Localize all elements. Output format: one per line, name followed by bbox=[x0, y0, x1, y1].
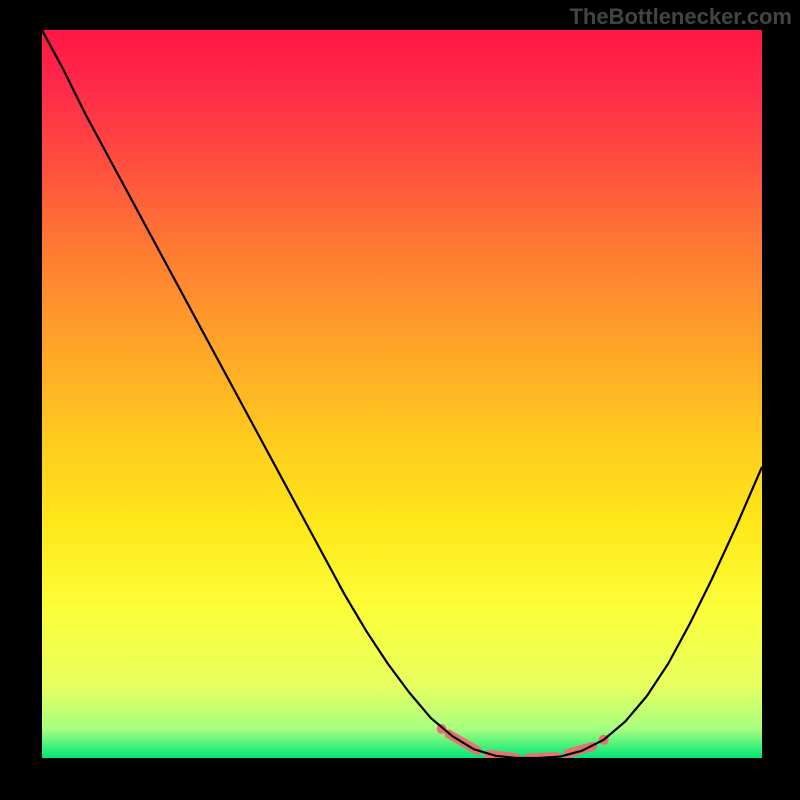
watermark-text: TheBottlenecker.com bbox=[569, 4, 792, 30]
bottleneck-curve bbox=[42, 30, 762, 758]
chart-container: TheBottlenecker.com bbox=[0, 0, 800, 800]
plot-area bbox=[42, 30, 762, 758]
curve-layer bbox=[42, 30, 762, 758]
